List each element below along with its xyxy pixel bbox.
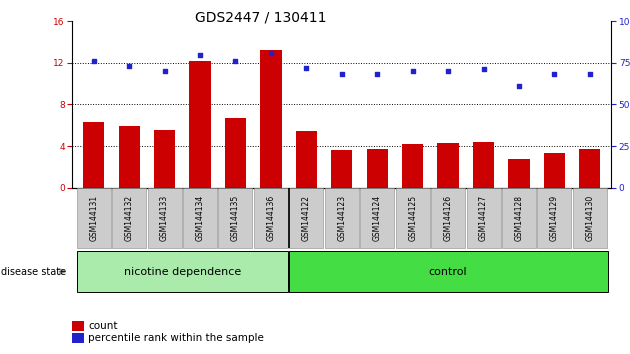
Point (124, 63, 134, 69)
Bar (112, 188, 146, 248)
Point (549, 72, 559, 77)
Text: nicotine dependence: nicotine dependence (124, 267, 242, 277)
Bar (508, 159, 530, 188)
Bar (325, 188, 358, 248)
Bar (466, 188, 500, 248)
Point (479, 67, 489, 72)
Text: GSM144123: GSM144123 (337, 195, 346, 241)
Text: GSM144133: GSM144133 (160, 195, 169, 241)
Bar (431, 188, 465, 248)
Bar (183, 188, 217, 248)
Text: GSM144126: GSM144126 (444, 195, 452, 241)
Bar (219, 188, 253, 248)
Bar (579, 149, 600, 188)
Text: GSM144129: GSM144129 (550, 195, 559, 241)
Bar (473, 142, 494, 188)
Text: GSM144122: GSM144122 (302, 195, 311, 241)
Text: GSM144128: GSM144128 (515, 195, 524, 241)
Point (585, 72, 595, 77)
Bar (537, 188, 571, 248)
Bar (437, 143, 459, 188)
Text: count: count (88, 321, 118, 331)
Bar (225, 118, 246, 188)
Bar (254, 188, 288, 248)
Bar (502, 188, 536, 248)
Point (336, 72, 346, 77)
Bar (260, 50, 282, 188)
Text: GSM144135: GSM144135 (231, 195, 240, 241)
Text: GSM144127: GSM144127 (479, 195, 488, 241)
Bar (367, 149, 388, 188)
Bar (118, 126, 140, 188)
Bar (573, 188, 607, 248)
Text: GSM144130: GSM144130 (585, 195, 594, 241)
Bar (190, 61, 210, 188)
Bar (289, 251, 609, 292)
Point (372, 72, 382, 77)
Point (266, 50, 276, 56)
Bar (154, 130, 175, 188)
Text: GSM144134: GSM144134 (195, 195, 205, 241)
Point (159, 68, 169, 74)
Point (408, 68, 418, 74)
Point (301, 65, 311, 71)
Bar (289, 188, 323, 248)
Bar (544, 153, 565, 188)
Bar (402, 144, 423, 188)
Text: disease state: disease state (1, 267, 66, 277)
Bar (77, 251, 288, 292)
Point (195, 52, 205, 57)
Point (443, 68, 453, 74)
Text: GDS2447 / 130411: GDS2447 / 130411 (195, 11, 327, 25)
Text: GSM144132: GSM144132 (125, 195, 134, 241)
Text: GSM144125: GSM144125 (408, 195, 417, 241)
Bar (147, 188, 181, 248)
Text: control: control (429, 267, 467, 277)
Point (89, 58, 99, 64)
Text: percentile rank within the sample: percentile rank within the sample (88, 333, 264, 343)
Point (514, 83, 524, 89)
Bar (77, 188, 111, 248)
Bar (331, 150, 352, 188)
Bar (83, 122, 105, 188)
Bar (295, 131, 317, 188)
Text: GSM144124: GSM144124 (373, 195, 382, 241)
Point (231, 58, 241, 64)
Text: GSM144136: GSM144136 (266, 195, 275, 241)
Text: GSM144131: GSM144131 (89, 195, 98, 241)
Bar (360, 188, 394, 248)
Bar (396, 188, 430, 248)
